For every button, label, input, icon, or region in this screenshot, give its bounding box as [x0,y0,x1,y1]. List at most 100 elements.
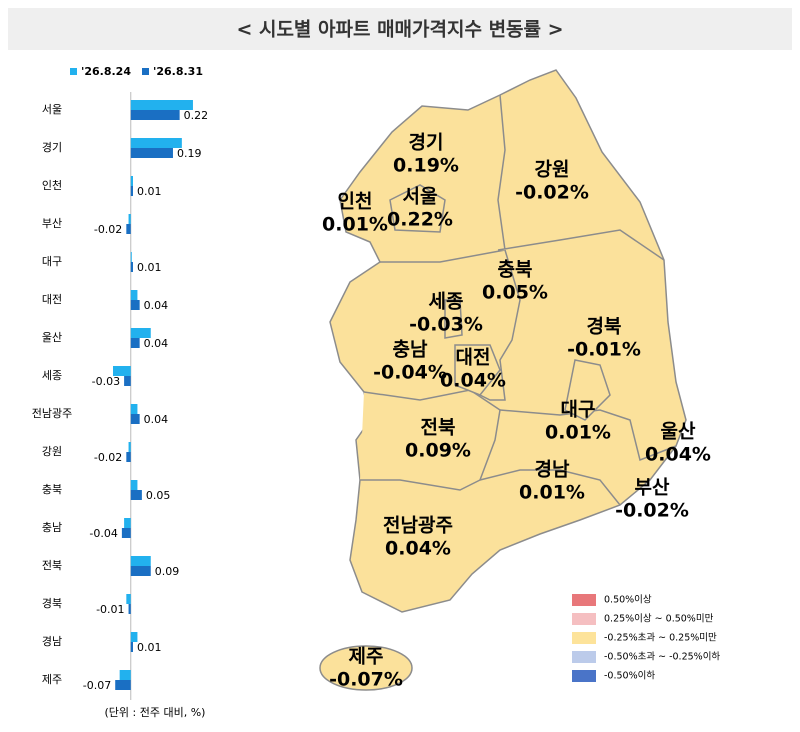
region-name: 부산 [635,477,670,499]
bar [130,300,140,310]
legend-label: -0.50%초과 ~ -0.25%이하 [604,651,720,663]
value-label: -0.04 [89,527,117,540]
value-label: -0.07 [83,679,111,692]
region-value: 0.01% [519,482,585,504]
value-label: 0.01 [137,641,162,654]
value-label: 0.09 [155,565,180,578]
category-label: 충남 [42,521,62,534]
value-label: -0.02 [94,223,122,236]
region-name: 울산 [661,421,696,443]
value-label: -0.03 [92,375,120,388]
bar [130,642,133,652]
region-value: -0.01% [567,339,641,361]
bar [113,366,131,376]
bar [130,632,138,642]
map-shape [319,69,687,691]
bar [126,452,131,462]
region-name: 세종 [429,291,464,313]
region-name: 인천 [338,191,373,213]
category-label: 충북 [42,483,62,496]
region-name: 제주 [349,646,384,668]
region-value: 0.09% [405,440,471,462]
bar [126,594,131,604]
title-bar [8,8,792,50]
bar [128,604,131,614]
bar [130,404,138,414]
bar [130,252,132,262]
region-value: 0.22% [387,209,453,231]
bar [130,138,182,148]
title: < 시도별 아파트 매매가격지수 변동률 > [236,19,563,41]
bar [130,110,180,120]
legend-swatch [572,651,596,663]
value-label: 0.05 [146,489,171,502]
category-label: 부산 [42,217,62,230]
legend-swatch [572,632,596,644]
bar [130,338,140,348]
region-value: -0.07% [329,669,403,691]
region-name: 전남광주 [383,515,453,537]
bar [130,176,133,186]
category-label: 울산 [42,331,62,344]
bar [130,186,133,196]
value-label: 0.04 [144,337,169,350]
region-value: 0.19% [393,155,459,177]
region-name: 전북 [421,417,456,439]
legend-swatch [142,68,149,75]
bar [124,376,131,386]
legend-swatch [572,594,596,606]
region-name: 충남 [393,339,428,361]
bar [128,442,131,452]
legend-swatch [70,68,77,75]
bar [130,556,151,566]
bar [128,214,131,224]
category-label: 인천 [42,178,62,192]
legend-label: 0.25%이상 ~ 0.50%미만 [604,614,714,625]
value-label: -0.02 [94,451,122,464]
value-label: 0.04 [144,413,169,426]
unit-note: (단위 : 전주 대비, %) [105,706,206,719]
region-value: 0.01% [545,422,611,444]
legend-label: '26.8.24 [81,65,131,78]
bar [130,290,138,300]
region-name: 경남 [535,459,570,481]
bar [115,680,131,690]
bar [130,262,133,272]
region-value: 0.04% [385,538,451,560]
value-label: 0.01 [137,185,162,198]
region-name: 대전 [456,347,491,369]
category-label: 세종 [42,369,62,382]
value-label: 0.04 [144,299,169,312]
value-label: 0.01 [137,261,162,274]
bar [130,566,151,576]
legend-swatch [572,613,596,625]
bar [124,518,131,528]
region-name: 경북 [587,316,622,338]
category-label: 강원 [42,445,62,458]
category-label: 경북 [42,597,62,610]
bar [130,490,142,500]
jeju-shape [319,645,413,691]
bar [121,528,131,538]
legend-swatch [572,670,596,682]
region-name: 충북 [498,259,533,281]
value-label: 0.22 [184,109,209,122]
region-value: 0.01% [322,214,388,236]
region-name: 경기 [409,132,444,154]
value-label: -0.01 [96,603,124,616]
region-name: 대구 [561,399,596,421]
region-name: 강원 [535,159,570,181]
region-value: -0.03% [409,314,483,336]
legend-label: -0.50%이하 [604,670,655,682]
region-value: 0.05% [482,282,548,304]
bar [130,414,140,424]
legend-label: -0.25%초과 ~ 0.25%미만 [604,633,717,644]
bar [130,480,138,490]
bar [130,148,173,158]
category-label: 전남광주 [32,407,72,420]
region-value: -0.02% [515,182,589,204]
region-value: -0.04% [373,362,447,384]
category-label: 전북 [42,559,62,572]
bar [126,224,131,234]
